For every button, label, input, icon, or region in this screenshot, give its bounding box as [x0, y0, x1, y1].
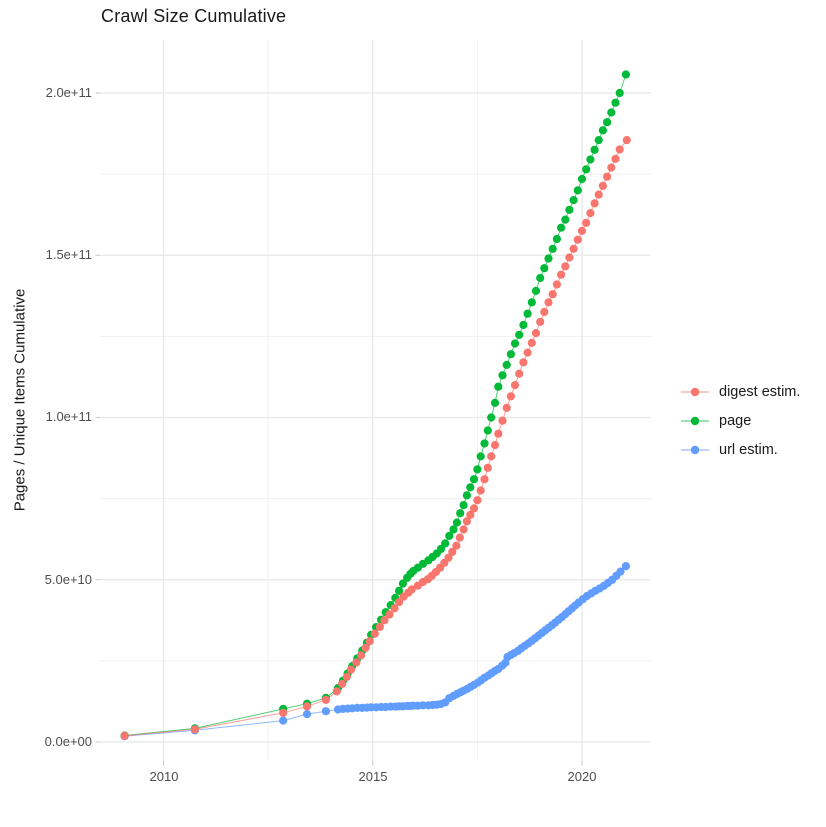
legend-key-page-icon: [681, 416, 709, 426]
y-axis-title: Pages / Unique Items Cumulative: [11, 288, 29, 512]
series-points-digest-estim: [120, 136, 631, 740]
axis-ticks: [95, 92, 583, 766]
legend-key-url-estim-icon: [681, 445, 709, 455]
legend-label-page: page: [719, 413, 752, 429]
series-line-digest-estim: [124, 139, 628, 737]
series-points-page: [120, 70, 631, 740]
gridlines: [100, 40, 651, 761]
legend-label-url-estim: url estim.: [719, 442, 778, 458]
chart-title: Crawl Size Cumulative: [101, 6, 287, 26]
y-tick-label-0: 0.0e+00: [44, 734, 92, 749]
y-tick-label-1: 5.0e+10: [44, 572, 92, 587]
y-tick-label-3: 1.5e+11: [45, 247, 92, 262]
y-tick-label-4: 2.0e+11: [45, 85, 92, 100]
legend-item-page: page: [680, 410, 751, 432]
legend-item-url-estim: url estim.: [680, 439, 778, 461]
x-tick-label-2015: 2015: [358, 769, 388, 784]
y-tick-label-2: 1.0e+11: [45, 409, 92, 424]
x-tick-label-2020: 2020: [567, 769, 597, 784]
x-tick-label-2010: 2010: [149, 769, 179, 784]
legend-key-digest-estim-icon: [681, 387, 709, 397]
legend-item-digest-estim: digest estim.: [680, 381, 800, 403]
legend-label-digest-estim: digest estim.: [719, 384, 801, 400]
series-points-url-estim: [120, 562, 631, 741]
